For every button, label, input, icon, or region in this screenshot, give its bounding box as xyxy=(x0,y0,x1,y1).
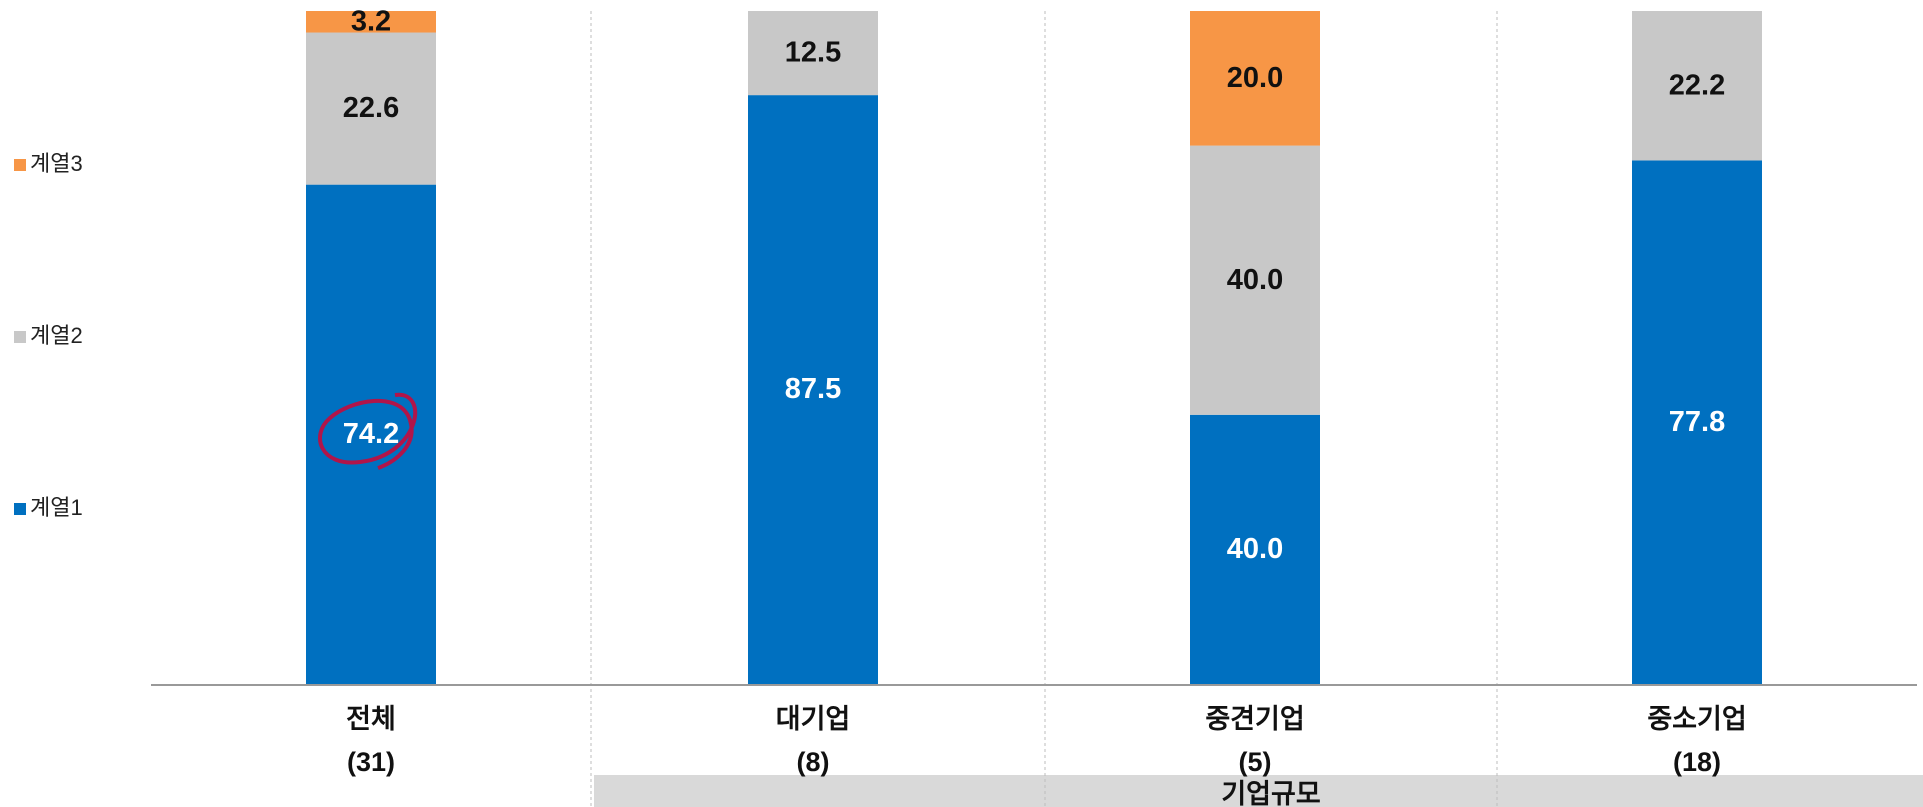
legend-swatch xyxy=(14,503,26,515)
data-label: 40.0 xyxy=(1227,533,1283,565)
group-label: 기업규모 xyxy=(1221,779,1321,807)
data-label: 20.0 xyxy=(1227,62,1283,94)
group-band xyxy=(594,775,1923,807)
bar-segment xyxy=(306,11,436,33)
data-label: 87.5 xyxy=(785,373,841,405)
data-label: 22.6 xyxy=(343,92,399,124)
bar-segment xyxy=(748,95,878,684)
x-tick-label: 중견기업 (5) xyxy=(1205,704,1305,777)
bar-segment xyxy=(306,184,436,684)
data-label: 74.2 xyxy=(343,418,399,450)
data-label: 12.5 xyxy=(785,37,841,69)
data-label: 77.8 xyxy=(1669,406,1725,438)
bar-segment xyxy=(1632,11,1762,161)
legend-label: 계열2 xyxy=(30,323,83,348)
legend-swatch xyxy=(14,331,26,343)
bar-segment xyxy=(1190,11,1320,146)
separators xyxy=(590,11,1498,807)
x-tick-label: 중소기업 (18) xyxy=(1647,704,1747,777)
legend-label: 계열1 xyxy=(30,495,83,520)
x-tick-label: 대기업 (8) xyxy=(775,704,851,777)
data-label: 22.2 xyxy=(1669,69,1725,101)
data-label: 3.2 xyxy=(351,5,391,37)
legend-label: 계열3 xyxy=(30,151,83,176)
annotation-circle xyxy=(318,392,418,470)
bar-segment xyxy=(1190,414,1320,684)
bar-segment xyxy=(1632,160,1762,684)
legend-swatch xyxy=(14,159,26,171)
bar-segment xyxy=(1190,145,1320,415)
bar-segment xyxy=(306,32,436,185)
bar-segment xyxy=(748,11,878,96)
data-label: 40.0 xyxy=(1227,264,1283,296)
x-tick-label: 전체 (31) xyxy=(346,704,396,777)
